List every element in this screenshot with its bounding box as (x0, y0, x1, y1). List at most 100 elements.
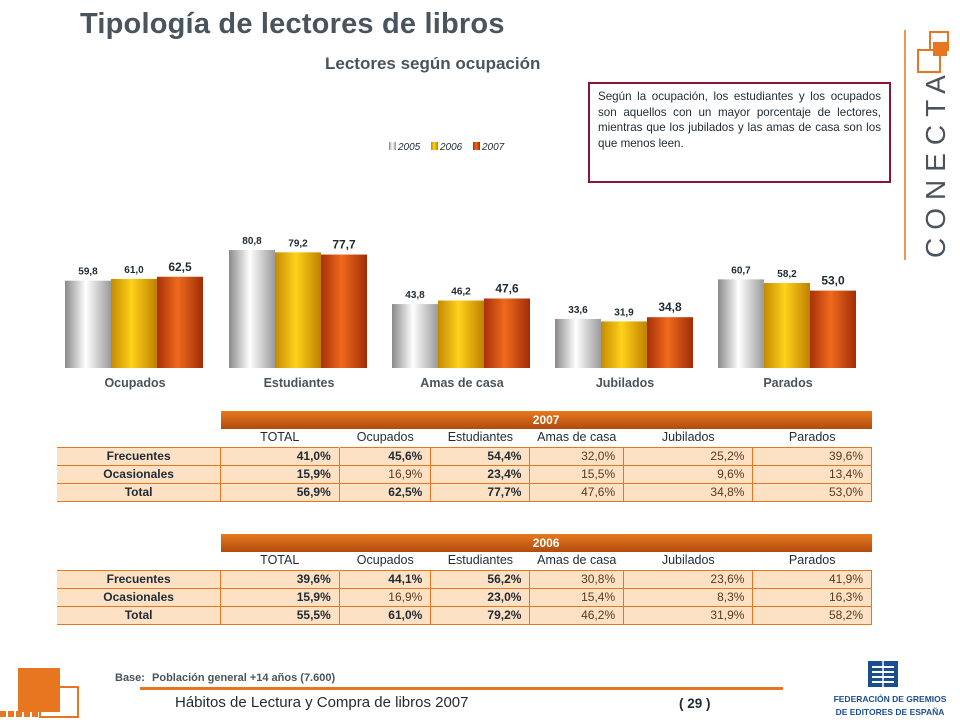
table-row: Frecuentes 39,6% 44,1% 56,2% 30,8% 23,6% 41,9% (57, 569, 872, 589)
data-label: 33,6 (568, 305, 588, 316)
data-label: 46,2 (451, 287, 471, 298)
data-label: 60,7 (731, 265, 751, 276)
table-cell: 32,0% (529, 446, 625, 466)
bar-2007-amas-de-casa (484, 298, 530, 368)
bar-2007-jubilados (647, 317, 693, 368)
column-header: Amas de casa (537, 430, 617, 445)
table-2006: 2006 TOTAL Ocupados Estudiantes Amas de casa… (57, 534, 872, 625)
table-cell: 34,8% (623, 482, 754, 502)
table-cell: 53,0% (752, 482, 872, 502)
table-year-header: 2007 (220, 411, 872, 429)
table-cell: 44,1% (339, 569, 432, 589)
column-header: TOTAL (220, 429, 340, 447)
table-cell: 16,9% (339, 587, 432, 607)
callout-box: Según la ocupación, los estudiantes y lo… (588, 82, 891, 183)
table-cell: 39,6% (752, 446, 872, 466)
table-row: Total 55,5% 61,0% 79,2% 46,2% 31,9% 58,2% (57, 605, 872, 625)
column-header: Amas de casa (537, 553, 617, 568)
data-label: 59,8 (78, 267, 98, 278)
table-cell: 62,5% (339, 482, 432, 502)
footer-base-label: Base: (115, 672, 145, 684)
page-number: ( 29 ) (679, 696, 711, 711)
column-header: Jubilados (661, 553, 715, 568)
data-label: 34,8 (658, 300, 682, 314)
chart-legend: 2005 2006 2007 (389, 142, 505, 153)
row-label: Frecuentes (57, 569, 222, 589)
bar-2005-ocupados (65, 280, 111, 368)
data-label: 61,0 (124, 265, 144, 276)
row-label: Ocasionales (57, 464, 222, 484)
table-2007: 2007 TOTAL Ocupados Estudiantes Amas de casa… (57, 411, 872, 502)
table-cell: 23,6% (623, 569, 754, 589)
column-header: TOTAL (220, 552, 340, 570)
legend-swatch-2005 (389, 142, 396, 150)
fge-emblem-icon (868, 661, 898, 687)
bar-2006-jubilados (601, 321, 647, 368)
table-row: Ocasionales 15,9% 16,9% 23,4% 15,5% 9,6% 13,4% (57, 464, 872, 484)
table-cell: 16,9% (339, 464, 432, 484)
table-cell: 15,5% (529, 464, 625, 484)
corner-squares-icon (0, 668, 79, 718)
bar-2006-amas-de-casa (438, 300, 484, 368)
category-label: Jubilados (596, 376, 654, 390)
table-cell: 9,6% (623, 464, 754, 484)
table-cell: 25,2% (623, 446, 754, 466)
data-label: 31,9 (614, 307, 634, 318)
table-cell: 58,2% (752, 605, 872, 625)
table-cell: 61,0% (339, 605, 432, 625)
table-cell: 15,9% (220, 464, 340, 484)
bar-2005-parados (718, 279, 764, 368)
table-cell: 56,2% (430, 569, 531, 589)
fge-line2: DE EDITORES DE ESPAÑA (836, 707, 945, 717)
fge-logo: FEDERACIÓN DE GREMIOS DE EDITORES DE ESP… (834, 661, 947, 717)
data-label: 58,2 (777, 269, 797, 280)
conecta-logo: CONECTA (904, 30, 951, 260)
table-cell: 23,4% (430, 464, 531, 484)
row-label: Total (57, 482, 222, 502)
table-cell: 39,6% (220, 569, 340, 589)
table-row: Total 56,9% 62,5% 77,7% 47,6% 34,8% 53,0% (57, 482, 872, 502)
bar-2005-amas-de-casa (392, 304, 438, 368)
legend-label-2006: 2006 (439, 142, 463, 153)
bar-2007-parados (810, 290, 856, 368)
table-cell: 55,5% (220, 605, 340, 625)
bar-2005-jubilados (555, 318, 601, 368)
chart-bars: 59,8 61,0 62,5 80,8 79,2 77,7 43,8 46,2 47,6 33,6… (65, 236, 856, 368)
data-label: 77,7 (332, 238, 356, 252)
row-label: Total (57, 605, 222, 625)
category-label: Amas de casa (420, 376, 504, 390)
legend-label-2007: 2007 (481, 142, 505, 153)
column-header: Parados (788, 430, 836, 445)
table-cell: 23,0% (430, 587, 531, 607)
data-label: 43,8 (405, 290, 425, 301)
table-cell: 45,6% (339, 446, 432, 466)
category-label: Parados (763, 376, 812, 390)
bar-2007-estudiantes (321, 254, 367, 368)
data-label: 53,0 (821, 274, 845, 288)
legend-swatch-2007 (473, 142, 480, 150)
data-label: 62,5 (168, 260, 192, 274)
table-cell: 41,9% (752, 569, 872, 589)
table-cell: 41,0% (220, 446, 340, 466)
table-cell: 47,6% (529, 482, 625, 502)
table-cell: 54,4% (430, 446, 531, 466)
legend-label-2005: 2005 (397, 142, 421, 153)
bar-2005-estudiantes (229, 250, 275, 368)
table-row: Frecuentes 41,0% 45,6% 54,4% 32,0% 25,2% 39,6% (57, 446, 872, 466)
row-label: Ocasionales (57, 587, 222, 607)
category-label: Ocupados (104, 376, 165, 390)
row-label: Frecuentes (57, 446, 222, 466)
column-header: Jubilados (661, 430, 715, 445)
page-title: Tipología de lectores de libros (80, 8, 505, 40)
table-cell: 16,3% (752, 587, 872, 607)
table-cell: 79,2% (430, 605, 531, 625)
column-header: Parados (788, 553, 836, 568)
data-label: 79,2 (288, 238, 308, 249)
table-cell: 13,4% (752, 464, 872, 484)
bar-chart: 2005 2006 2007 59,8 61,0 62,5 80,8 79,2 77,7 43,… (65, 142, 856, 390)
data-label: 80,8 (242, 236, 262, 247)
table-cell: 77,7% (430, 482, 531, 502)
footer-rule (140, 687, 783, 690)
footer-doc-title: Hábitos de Lectura y Compra de libros 20… (175, 694, 469, 711)
table-cell: 46,2% (529, 605, 625, 625)
